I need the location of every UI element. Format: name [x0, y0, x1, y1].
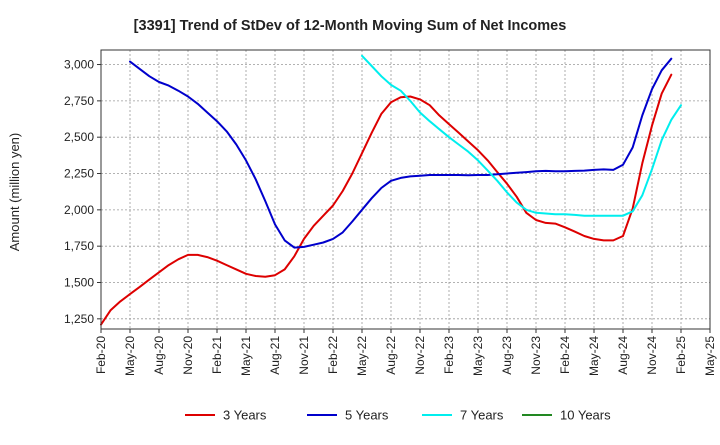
x-tick-label: Nov-24: [645, 336, 659, 375]
series-line-5-years: [129, 57, 673, 249]
legend-label: 7 Years: [460, 408, 504, 423]
y-tick-label: 1,250: [64, 312, 94, 326]
x-tick-label: Nov-22: [413, 336, 427, 375]
plot-area-border: [100, 49, 711, 330]
x-tick-label: Feb-24: [558, 336, 572, 374]
grid-layer: [101, 50, 710, 329]
x-tick-label: Aug-23: [500, 336, 514, 375]
series-line-3-years: [100, 73, 673, 326]
series-line-7-years: [361, 54, 682, 217]
x-tick-label: May-23: [471, 336, 485, 376]
legend-label: 10 Years: [560, 408, 611, 423]
y-axis-label: Amount (million yen): [7, 133, 22, 252]
y-tick-label: 3,000: [64, 58, 94, 72]
x-tick-label: May-25: [703, 336, 717, 376]
legend-label: 3 Years: [223, 408, 267, 423]
chart-title: [3391] Trend of StDev of 12-Month Moving…: [134, 18, 567, 34]
x-tick-label: Feb-22: [326, 336, 340, 374]
x-tick-label: May-20: [123, 336, 137, 376]
axis-layer: Feb-20 May-20 Aug-20 Nov-20 Feb-21 May-21 Aug-…: [64, 58, 717, 376]
legend-label: 5 Years: [345, 408, 389, 423]
x-tick-label: May-21: [239, 336, 253, 376]
x-tick-label: Feb-21: [210, 336, 224, 374]
y-tick-label: 2,250: [64, 167, 94, 181]
x-tick-label: Nov-23: [529, 336, 543, 375]
series-layer: [100, 54, 682, 326]
x-tick-label: May-22: [355, 336, 369, 376]
x-tick-label: Feb-25: [674, 336, 688, 374]
y-tick-label: 1,500: [64, 276, 94, 290]
x-tick-label: Nov-20: [181, 336, 195, 375]
x-tick-label: Nov-21: [297, 336, 311, 375]
x-tick-label: Feb-23: [442, 336, 456, 374]
y-tick-label: 2,000: [64, 203, 94, 217]
y-tick-label: 2,750: [64, 94, 94, 108]
x-tick-label: Aug-24: [616, 336, 630, 375]
x-tick-label: Aug-21: [268, 336, 282, 375]
x-tick-label: May-24: [587, 336, 601, 376]
x-tick-label: Aug-22: [384, 336, 398, 375]
legend: 3 Years 5 Years 7 Years 10 Years: [185, 408, 611, 423]
y-tick-label: 2,500: [64, 130, 94, 144]
x-tick-label: Aug-20: [152, 336, 166, 375]
x-tick-label: Feb-20: [94, 336, 108, 374]
y-tick-label: 1,750: [64, 239, 94, 253]
